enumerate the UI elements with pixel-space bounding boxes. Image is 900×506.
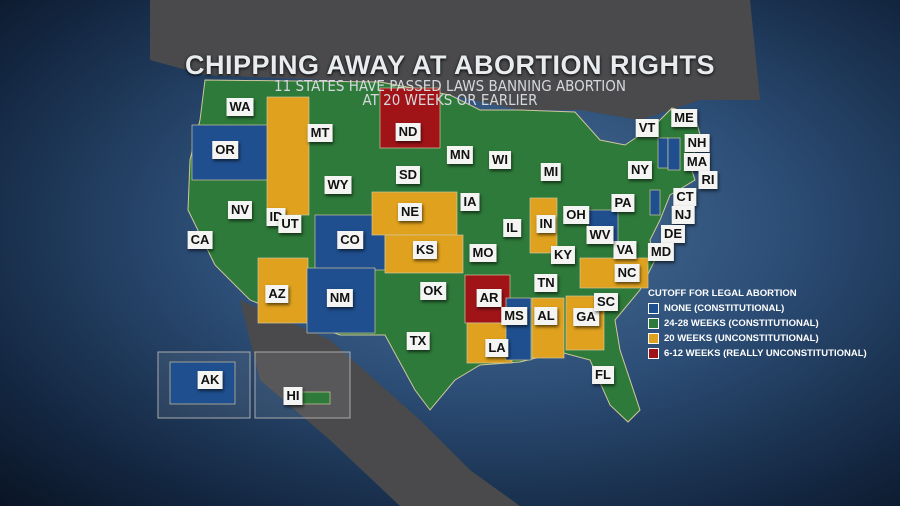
state-label-oh: OH [563, 206, 589, 224]
state-label-nm: NM [326, 289, 354, 307]
state-label-wy: WY [324, 176, 352, 194]
state-label-ga: GA [573, 308, 599, 326]
state-shape-nh [667, 137, 681, 171]
legend-item-6-12: 6-12 WEEKS (REALLY UNCONSTITUTIONAL) [648, 348, 867, 359]
state-label-ct: CT [673, 188, 697, 206]
state-label-ut: UT [278, 215, 302, 233]
state-label-ri: RI [698, 171, 718, 189]
state-label-ny: NY [627, 161, 653, 179]
state-label-nd: ND [395, 123, 421, 141]
legend: CUTOFF FOR LEGAL ABORTION NONE (CONSTITU… [648, 288, 867, 363]
state-label-mn: MN [446, 146, 474, 164]
map-title: CHIPPING AWAY AT ABORTION RIGHTS [184, 50, 716, 80]
state-label-ok: OK [420, 282, 446, 300]
state-label-mi: MI [540, 163, 562, 181]
state-label-nv: NV [227, 201, 253, 219]
state-label-mt: MT [307, 124, 333, 142]
state-label-nj: NJ [671, 206, 695, 224]
state-label-la: LA [485, 339, 509, 357]
state-label-ky: KY [550, 246, 576, 264]
state-shape-vt [657, 137, 669, 169]
state-label-in: IN [536, 215, 556, 233]
state-label-ms: MS [501, 307, 527, 325]
map-subtitle-line-2: AT 20 WEEKS OR EARLIER [362, 91, 538, 109]
state-label-tx: TX [406, 332, 430, 350]
state-label-de: DE [660, 225, 686, 243]
legend-title: CUTOFF FOR LEGAL ABORTION [648, 288, 797, 299]
legend-item-20: 20 WEEKS (UNCONSTITUTIONAL) [648, 333, 867, 344]
hawaii-inset-frame [254, 351, 351, 419]
state-label-ks: KS [412, 241, 438, 259]
state-label-sd: SD [395, 166, 421, 184]
state-label-az: AZ [265, 285, 289, 303]
state-label-pa: PA [611, 194, 635, 212]
state-label-mo: MO [469, 244, 497, 262]
state-label-il: IL [503, 219, 521, 237]
legend-swatch [648, 348, 659, 359]
state-label-ca: CA [187, 231, 213, 249]
state-label-hi: HI [283, 387, 303, 405]
legend-label: 6-12 WEEKS (REALLY UNCONSTITUTIONAL) [664, 348, 867, 359]
state-label-tn: TN [534, 274, 558, 292]
state-label-sc: SC [593, 293, 619, 311]
state-label-wi: WI [489, 151, 511, 169]
state-label-nc: NC [614, 264, 640, 282]
legend-label: 24-28 WEEKS (CONSTITUTIONAL) [664, 318, 819, 329]
legend-item-24-28: 24-28 WEEKS (CONSTITUTIONAL) [648, 318, 867, 329]
state-label-fl: FL [592, 366, 614, 384]
state-label-wv: WV [586, 226, 614, 244]
state-shape-id [266, 96, 310, 216]
legend-swatch [648, 333, 659, 344]
state-label-ma: MA [683, 153, 711, 171]
state-label-co: CO [337, 231, 363, 249]
state-shape-nj [649, 189, 661, 216]
legend-label: NONE (CONSTITUTIONAL) [664, 303, 785, 314]
state-label-ne: NE [397, 203, 423, 221]
canada-landmass [150, 0, 760, 120]
state-label-wa: WA [226, 98, 254, 116]
state-label-vt: VT [635, 119, 659, 137]
legend-swatch [648, 303, 659, 314]
state-label-md: MD [647, 243, 675, 261]
state-label-ia: IA [460, 193, 480, 211]
legend-label: 20 WEEKS (UNCONSTITUTIONAL) [664, 333, 819, 344]
state-label-nh: NH [684, 134, 710, 152]
map-subtitle-line-1: 11 STATES HAVE PASSED LAWS BANNING ABORT… [274, 77, 626, 95]
state-label-or: OR [212, 141, 238, 159]
state-label-al: AL [534, 307, 558, 325]
state-label-ak: AK [197, 371, 223, 389]
state-label-ar: AR [476, 289, 502, 307]
legend-item-none: NONE (CONSTITUTIONAL) [648, 303, 867, 314]
legend-swatch [648, 318, 659, 329]
state-label-me: ME [671, 109, 697, 127]
state-label-va: VA [613, 241, 637, 259]
